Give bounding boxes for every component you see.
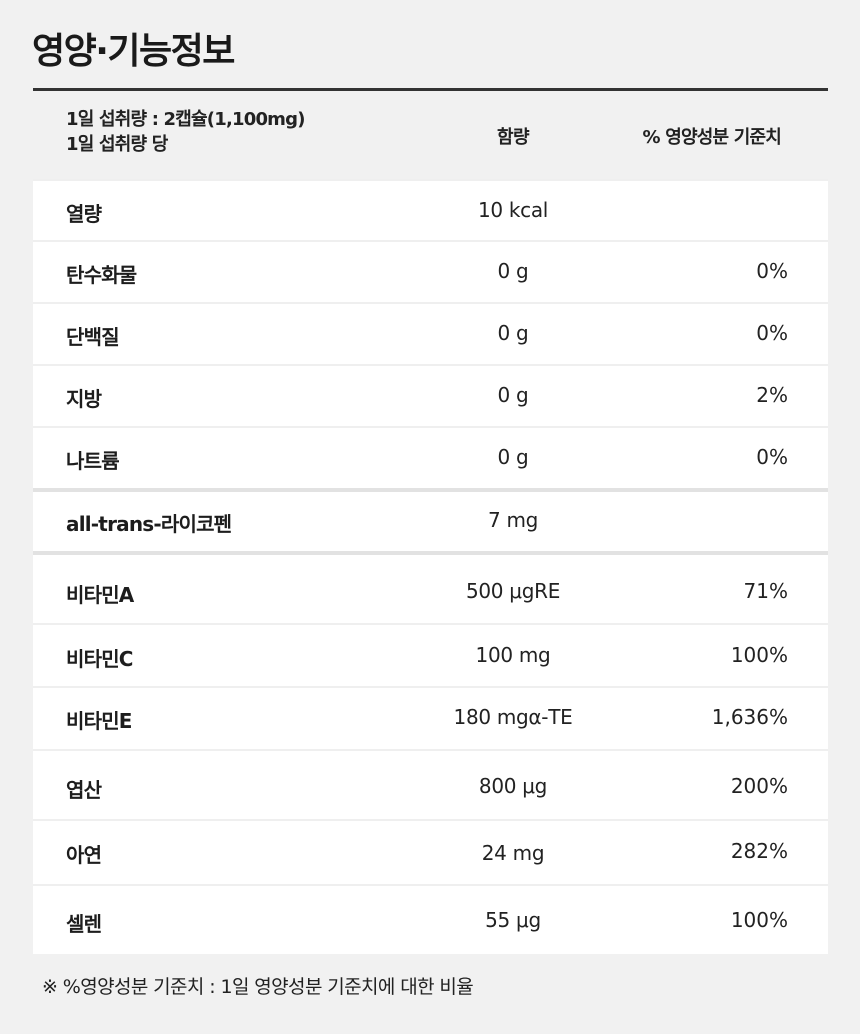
nutrient-amount: 10 kcal [477, 198, 549, 222]
serving-size-label: 1일 섭취량 : 2캡슐(1,100mg) 1일 섭취량 당 [66, 107, 305, 157]
table-row: 탄수화물 0 g 0% [33, 240, 828, 302]
serving-size-line1: 1일 섭취량 : 2캡슐(1,100mg) [66, 109, 305, 130]
nutrient-daily-value: 0% [756, 445, 788, 469]
table-row: 나트륨 0 g 0% [33, 426, 828, 488]
nutrient-amount: 100 mg [475, 643, 551, 667]
table-row: 비타민A 500 μgRE 71% [33, 551, 828, 623]
nutrient-daily-value: 2% [756, 383, 788, 407]
nutrient-daily-value: 100% [730, 908, 788, 932]
nutrient-daily-value: 100% [730, 643, 788, 667]
nutrient-daily-value: 200% [730, 774, 788, 798]
nutrient-amount: 800 μg [478, 774, 548, 798]
nutrient-name: 단백질 [66, 325, 120, 349]
nutrient-name: 탄수화물 [66, 263, 137, 287]
nutrient-amount: 0 g [497, 445, 529, 469]
nutrient-name: 비타민A [66, 583, 134, 607]
daily-value-column-header: % 영양성분 기준치 [642, 127, 782, 148]
footnote: ※ %영양성분 기준치 : 1일 영양성분 기준치에 대한 비율 [42, 976, 474, 998]
nutrient-daily-value: 282% [730, 839, 788, 863]
nutrient-name: 엽산 [66, 778, 102, 802]
nutrient-amount: 0 g [497, 383, 529, 407]
nutrient-amount: 24 mg [481, 841, 545, 865]
table-row: 셀렌 55 μg 100% [33, 884, 828, 954]
table-row: 단백질 0 g 0% [33, 302, 828, 364]
table-row: 열량 10 kcal [33, 179, 828, 240]
table-row: 엽산 800 μg 200% [33, 749, 828, 819]
nutrient-name: 아연 [66, 843, 102, 867]
page-title: 영양·기능정보 [32, 31, 235, 72]
nutrient-name: 비타민E [66, 709, 132, 733]
nutrient-daily-value: 71% [743, 579, 788, 603]
nutrient-daily-value: 1,636% [711, 705, 788, 729]
nutrient-name: 열량 [66, 202, 102, 226]
table-row: 비타민E 180 mgα-TE 1,636% [33, 686, 828, 749]
table-row: 지방 0 g 2% [33, 364, 828, 426]
nutrient-daily-value: 0% [756, 321, 788, 345]
nutrient-name: 지방 [66, 387, 102, 411]
table-row: all-trans-라이코펜 7 mg [33, 488, 828, 551]
nutrient-amount: 7 mg [487, 508, 539, 532]
table-row: 아연 24 mg 282% [33, 819, 828, 884]
table-header: 1일 섭취량 : 2캡슐(1,100mg) 1일 섭취량 당 함량 % 영양성분… [33, 91, 828, 179]
nutrient-amount: 500 μgRE [465, 579, 561, 603]
nutrient-name: 나트륨 [66, 449, 120, 473]
nutrient-name: 비타민C [66, 647, 133, 671]
nutrient-amount: 180 mgα-TE [453, 705, 573, 729]
nutrient-name: 셀렌 [66, 912, 102, 936]
serving-size-line2: 1일 섭취량 당 [66, 134, 168, 155]
nutrient-daily-value: 0% [756, 259, 788, 283]
nutrient-amount: 0 g [497, 321, 529, 345]
nutrition-table: 1일 섭취량 : 2캡슐(1,100mg) 1일 섭취량 당 함량 % 영양성분… [33, 88, 828, 954]
amount-column-header: 함량 [496, 127, 530, 148]
nutrient-amount: 55 μg [485, 908, 541, 932]
nutrient-amount: 0 g [497, 259, 529, 283]
nutrient-name: all-trans-라이코펜 [66, 512, 232, 536]
table-row: 비타민C 100 mg 100% [33, 623, 828, 686]
